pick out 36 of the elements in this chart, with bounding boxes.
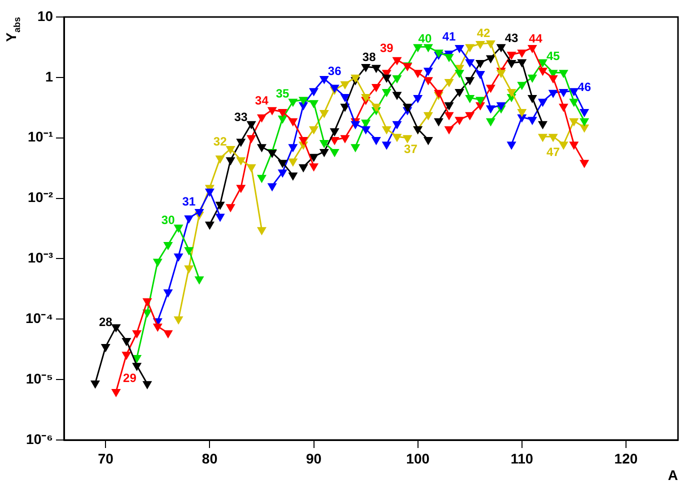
y-tick-label: 10⁻¹	[28, 128, 54, 145]
series-label: 35	[276, 86, 290, 101]
x-axis-title: A	[668, 467, 678, 483]
series-label: 45	[546, 48, 560, 63]
series-label: 37	[404, 142, 418, 156]
series-label: 30	[161, 213, 176, 228]
x-tick-label: 90	[306, 450, 322, 466]
series-label: 36	[328, 64, 342, 78]
y-tick-label: 10⁻⁴	[26, 310, 54, 326]
series-label: 32	[213, 134, 228, 149]
series-label: 46	[578, 80, 592, 94]
series-label: 31	[182, 194, 196, 208]
series-label: 40	[418, 32, 432, 46]
series-label: 34	[255, 93, 269, 108]
y-tick-label: 10⁻⁶	[26, 430, 53, 447]
y-tick-label: 10	[37, 8, 54, 24]
y-axis-title: Yabs	[3, 16, 22, 42]
y-tick-label: 10⁻⁵	[26, 370, 53, 386]
series-label: 29	[123, 371, 137, 386]
x-tick-label: 100	[406, 450, 430, 466]
series-label: 44	[528, 32, 543, 46]
series-label: 47	[546, 144, 560, 159]
series-label: 38	[362, 50, 376, 64]
series-label: 41	[442, 30, 456, 44]
x-tick-label: 70	[98, 450, 114, 466]
x-tick-label: 110	[510, 450, 534, 466]
x-tick-label: 120	[614, 450, 638, 466]
series-label: 39	[380, 40, 394, 55]
y-tick-label: 10⁻²	[28, 189, 54, 206]
series-label: 28	[98, 315, 113, 330]
series-label: 43	[504, 31, 518, 46]
x-tick-label: 80	[202, 450, 218, 466]
series-label: 33	[234, 110, 248, 124]
y-tick-label: 10⁻³	[28, 250, 54, 266]
series-label: 42	[476, 26, 491, 40]
y-tick-label: 1	[45, 68, 54, 84]
